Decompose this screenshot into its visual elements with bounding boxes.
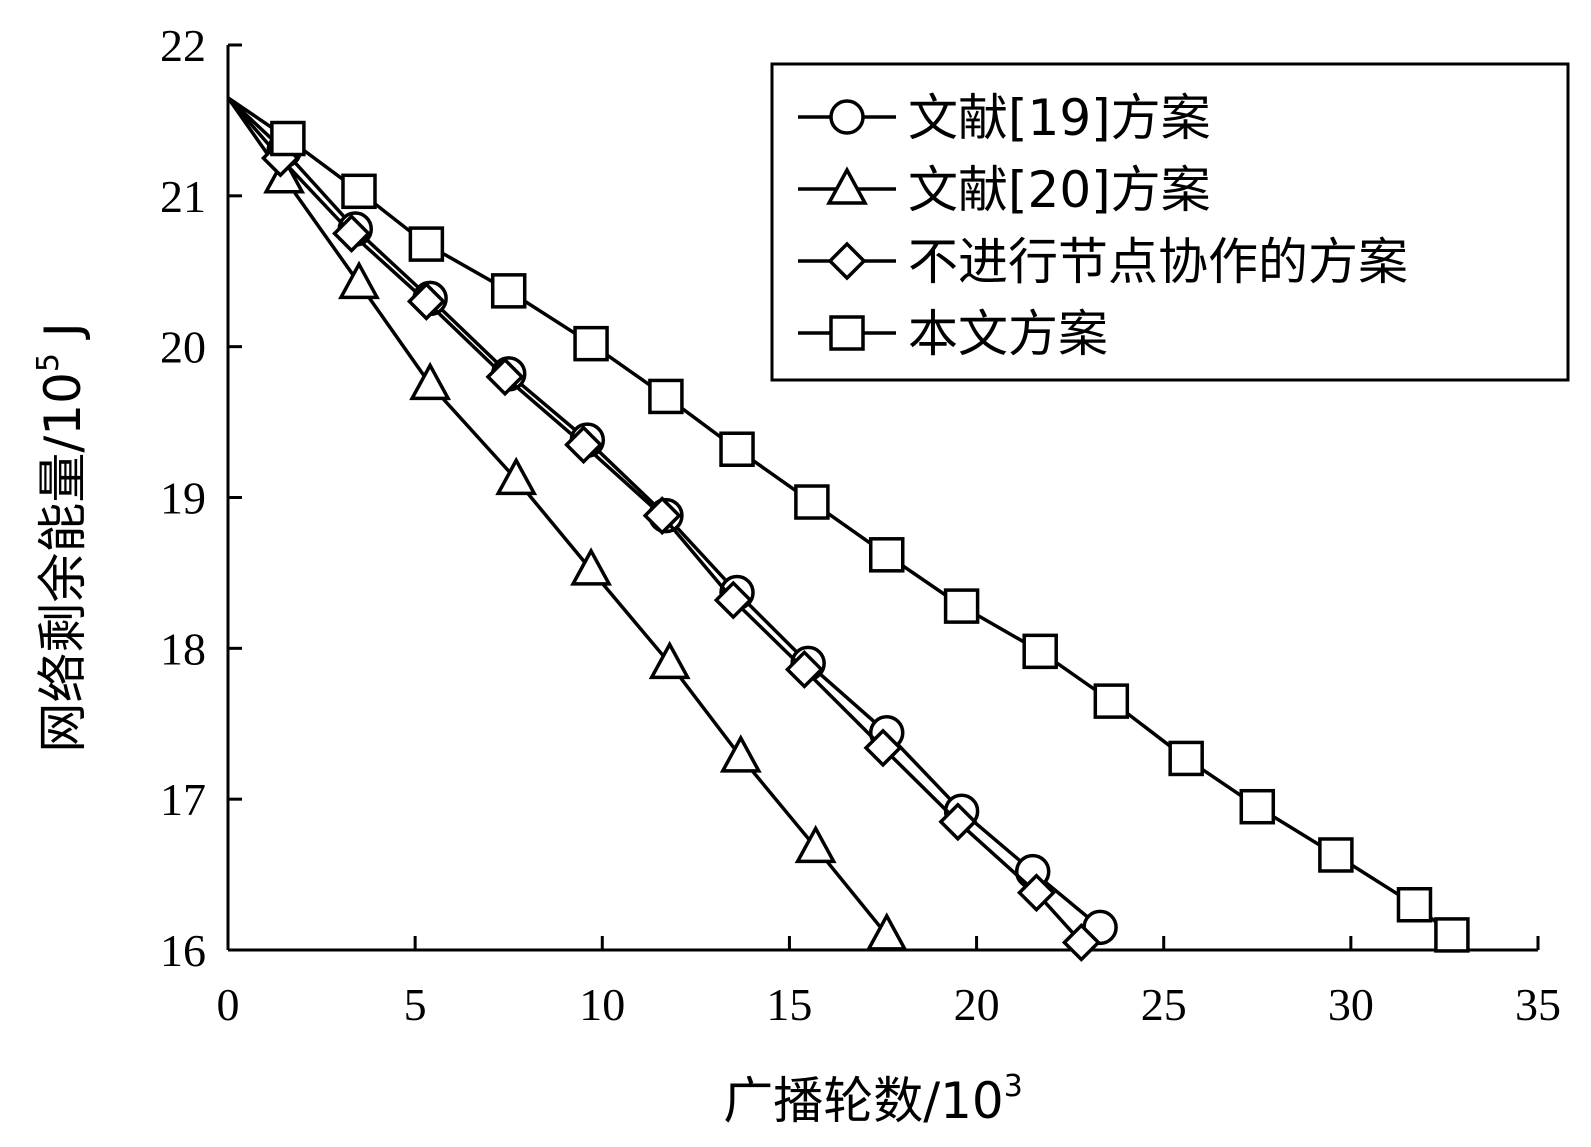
y-ticks: 16 17 18 19 20 21 22 xyxy=(160,20,242,976)
point-triangle xyxy=(409,361,452,401)
x-tick-label: 25 xyxy=(1141,979,1187,1030)
legend-item: 不进行节点协作的方案 xyxy=(798,233,1408,291)
legend-marker-triangle xyxy=(826,166,868,205)
point-diamond xyxy=(784,649,824,689)
x-tick-label: 30 xyxy=(1328,979,1374,1030)
legend-label: 本文方案 xyxy=(908,305,1108,363)
legend-label: 不进行节点协作的方案 xyxy=(908,233,1408,291)
point-diamond xyxy=(564,425,604,465)
x-tick-label: 20 xyxy=(954,979,1000,1030)
point-square xyxy=(1168,740,1204,777)
point-square xyxy=(270,120,306,157)
point-triangle xyxy=(648,640,691,680)
point-square xyxy=(1093,683,1130,719)
point-triangle xyxy=(719,734,762,773)
legend-marker-diamond xyxy=(827,241,867,281)
point-square xyxy=(648,378,684,415)
x-tick-label: 35 xyxy=(1515,979,1561,1030)
point-square xyxy=(719,431,755,467)
point-square xyxy=(1434,917,1470,953)
legend-label: 文献[20]方案 xyxy=(908,161,1211,219)
point-square xyxy=(794,484,830,520)
x-ticks: 0 5 10 15 20 25 30 35 xyxy=(217,936,1561,1030)
point-square xyxy=(1318,837,1354,873)
y-tick-label: 21 xyxy=(160,171,206,222)
point-diamond xyxy=(863,728,903,768)
y-tick-label: 17 xyxy=(160,774,206,825)
point-diamond xyxy=(406,281,446,321)
x-tick-label: 0 xyxy=(217,979,240,1030)
y-tick-label: 20 xyxy=(160,322,206,373)
point-square xyxy=(1396,887,1433,923)
legend-item: 文献[20]方案 xyxy=(798,161,1211,219)
series-square xyxy=(227,96,1470,953)
legend-label: 文献[19]方案 xyxy=(908,89,1211,147)
series-line-triangle xyxy=(226,96,889,937)
point-diamond xyxy=(1061,922,1101,962)
point-square xyxy=(490,273,527,309)
legend-item: 文献[19]方案 xyxy=(798,89,1211,147)
point-triangle xyxy=(338,260,380,300)
y-tick-label: 19 xyxy=(160,473,206,524)
point-diamond xyxy=(713,580,753,620)
legend-marker-square xyxy=(829,315,865,351)
point-diamond xyxy=(485,357,525,397)
point-diamond xyxy=(332,214,371,254)
legend-item: 本文方案 xyxy=(798,305,1108,363)
legend-marker-circle xyxy=(829,99,865,135)
legend-box xyxy=(770,62,1570,382)
point-square xyxy=(1022,633,1058,670)
point-triangle xyxy=(865,912,908,951)
point-triangle xyxy=(794,824,837,864)
x-tick-label: 10 xyxy=(579,979,625,1030)
point-square xyxy=(1239,788,1276,825)
point-square xyxy=(573,325,609,362)
series-triangle xyxy=(226,96,908,951)
y-tick-label: 22 xyxy=(160,20,206,71)
y-axis-title: 网络剩余能量/105 J xyxy=(31,322,92,752)
point-square xyxy=(943,588,980,624)
series-diamond xyxy=(226,96,1101,962)
point-square xyxy=(408,226,445,262)
point-square xyxy=(341,173,377,210)
point-triangle xyxy=(495,456,538,496)
point-triangle xyxy=(263,155,306,194)
x-tick-label: 15 xyxy=(766,979,812,1030)
y-tick-label: 18 xyxy=(160,623,206,674)
point-diamond xyxy=(642,496,682,536)
point-square xyxy=(868,537,905,573)
series-layer xyxy=(226,96,1470,962)
point-triangle xyxy=(570,547,613,586)
x-tick-label: 5 xyxy=(404,979,427,1030)
point-diamond xyxy=(1016,873,1056,913)
y-tick-label: 16 xyxy=(160,925,206,976)
point-diamond xyxy=(938,802,978,842)
x-axis-title: 广播轮数/103 xyxy=(723,1069,1023,1130)
